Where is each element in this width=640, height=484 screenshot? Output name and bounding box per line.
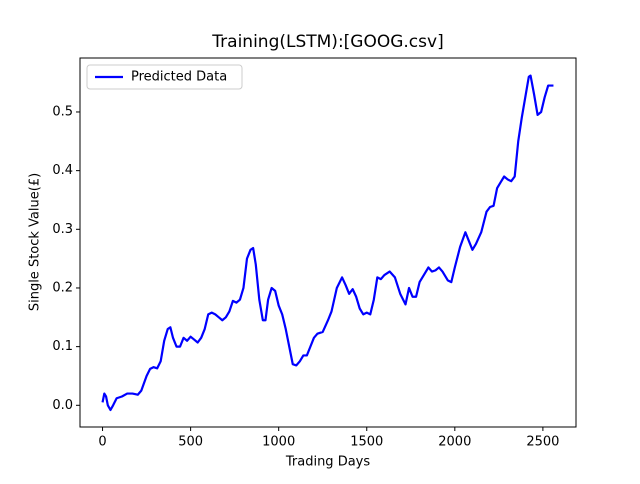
legend-label: Predicted Data [131, 70, 227, 85]
y-tick-label: 0.0 [52, 398, 73, 413]
x-tick-label: 1000 [262, 435, 295, 450]
legend-box [86, 64, 243, 90]
y-tick-label: 0.2 [52, 280, 73, 295]
x-tick-label: 500 [178, 435, 203, 450]
x-tick-label: 2500 [526, 435, 559, 450]
x-tick-label: 2000 [438, 435, 471, 450]
x-tick-label: 0 [98, 435, 106, 450]
chart-title: Training(LSTM):[GOOG.csv] [211, 32, 443, 52]
y-tick-label: 0.1 [52, 339, 73, 354]
y-tick-label: 0.4 [52, 163, 73, 178]
data-line [101, 74, 554, 412]
y-axis-label: Single Stock Value(£) [28, 173, 43, 311]
x-axis-label: Trading Days [285, 455, 370, 470]
y-tick-label: 0.5 [52, 104, 73, 119]
y-tick-label: 0.3 [52, 222, 73, 237]
plot-frame [79, 57, 577, 428]
x-tick-label: 1500 [350, 435, 383, 450]
